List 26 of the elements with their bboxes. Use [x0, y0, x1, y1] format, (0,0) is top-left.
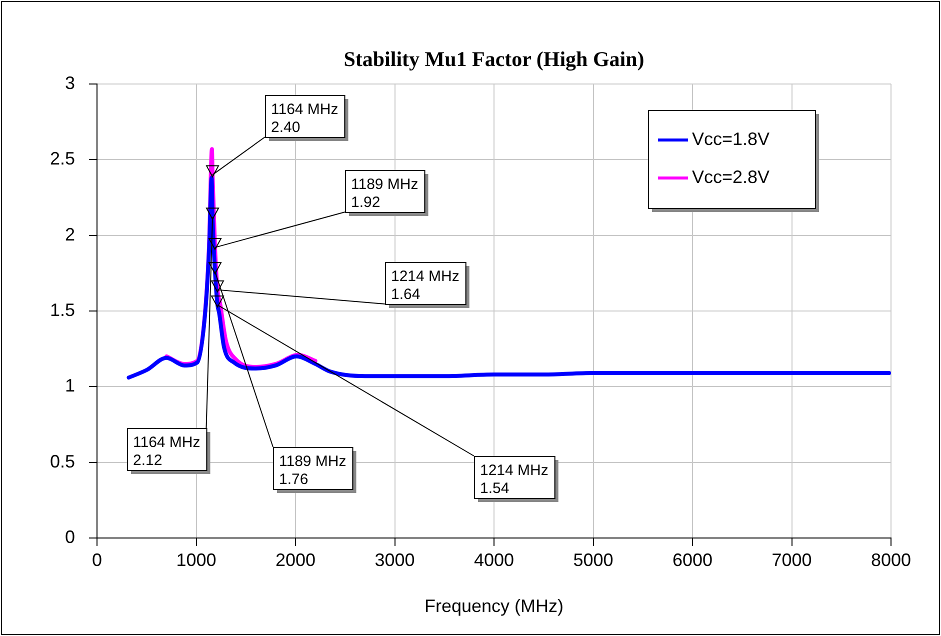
x-tick-label: 3000	[374, 550, 415, 570]
annotation: 1164 MHz 2.40	[271, 101, 338, 136]
annotation: 1189 MHz 1.76	[279, 453, 346, 488]
x-axis-title: Frequency (MHz)	[424, 596, 564, 616]
x-tick-label: 8000	[870, 550, 912, 570]
y-tick-label: 2	[64, 224, 75, 244]
annotation: 1164 MHz 2.12	[133, 434, 200, 469]
legend-label: Vcc=1.8V	[692, 128, 770, 149]
y-tick-label: 1.5	[50, 300, 75, 320]
annotation: 1214 MHz 1.64	[391, 268, 460, 303]
x-tick-label: 5000	[573, 550, 614, 570]
x-tick-label: 4000	[474, 550, 514, 570]
y-tick-label: 0.5	[50, 451, 75, 472]
x-tick-label: 0	[92, 550, 102, 570]
legend-label: Vcc=2.8V	[692, 166, 770, 187]
x-tick-label: 6000	[672, 550, 713, 570]
y-tick-label: 3	[64, 72, 75, 93]
y-tick-label: 0	[64, 526, 75, 547]
y-tick-label: 2.5	[50, 148, 75, 169]
annotation: 1214 MHz 1.54	[480, 462, 548, 497]
y-tick-label: 1	[64, 376, 75, 396]
chart-title: Stability Mu1 Factor (High Gain)	[344, 47, 644, 71]
annotation: 1189 MHz 1.92	[351, 176, 418, 211]
x-tick-label: 7000	[772, 550, 812, 570]
x-tick-label: 1000	[176, 550, 216, 570]
x-tick-label: 2000	[275, 550, 316, 570]
